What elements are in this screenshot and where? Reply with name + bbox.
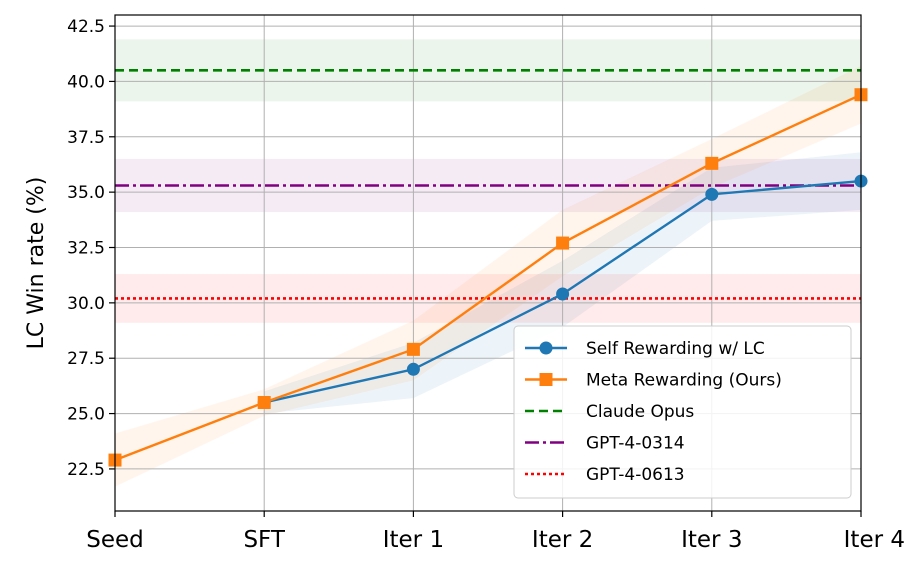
legend-label: Meta Rewarding (Ours) — [586, 371, 782, 391]
legend-marker — [539, 341, 553, 355]
y-tick-label: 32.5 — [67, 239, 105, 259]
legend-label: Claude Opus — [586, 402, 694, 422]
series-band — [115, 65, 861, 487]
series-lines — [108, 88, 868, 467]
x-tick-label: Iter 4 — [844, 527, 905, 553]
y-tick-label: 37.5 — [67, 128, 105, 148]
y-axis-ticks: 22.5 25.0 27.5 30.0 32.5 35.0 37.5 40.0 42.5 — [67, 17, 115, 480]
legend: Self Rewarding w/ LC Meta Rewarding (Ours… — [513, 325, 852, 499]
x-tick-label: SFT — [243, 527, 285, 553]
data-point — [705, 156, 719, 170]
data-point — [406, 362, 420, 376]
series-line — [114, 93, 862, 462]
y-tick-label: 25.0 — [67, 405, 105, 425]
y-tick-label: 35.0 — [67, 183, 105, 203]
y-axis-label: LC Win rate (%) — [24, 177, 49, 350]
data-point — [257, 396, 271, 409]
legend-label: GPT-4-0613 — [586, 465, 685, 485]
data-point — [556, 287, 570, 301]
reference-band — [115, 158, 861, 213]
data-point — [705, 187, 719, 201]
y-tick-label: 42.5 — [67, 17, 105, 37]
data-point — [406, 342, 420, 356]
x-tick-label: Seed — [86, 527, 144, 553]
reference-lines — [115, 69, 861, 300]
x-tick-label: Iter 2 — [532, 527, 593, 553]
x-tick-label: Iter 3 — [681, 527, 742, 553]
legend-label: Self Rewarding w/ LC — [586, 339, 765, 359]
y-tick-label: 22.5 — [67, 460, 105, 480]
x-tick-label: Iter 1 — [383, 527, 444, 553]
data-point — [556, 236, 570, 250]
y-tick-label: 30.0 — [67, 294, 105, 314]
y-tick-label: 27.5 — [67, 349, 105, 369]
plot-frame — [114, 14, 862, 512]
x-axis-ticks: Seed SFT Iter 1 Iter 2 Iter 3 Iter 4 — [86, 511, 905, 553]
y-tick-label: 40.0 — [67, 72, 105, 92]
legend-marker — [539, 373, 553, 386]
legend-box — [513, 325, 852, 499]
legend-label: GPT-4-0314 — [586, 434, 685, 454]
